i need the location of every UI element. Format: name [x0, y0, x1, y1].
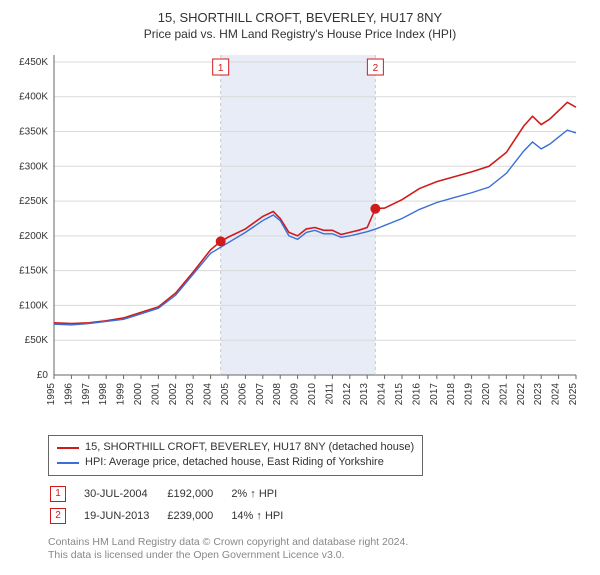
sale-price: £192,000	[167, 484, 229, 504]
svg-text:1997: 1997	[81, 383, 92, 406]
svg-text:2021: 2021	[498, 383, 509, 406]
svg-text:2008: 2008	[272, 383, 283, 406]
svg-text:2: 2	[373, 63, 379, 74]
table-row: 1 30-JUL-2004 £192,000 2% ↑ HPI	[50, 484, 299, 504]
svg-text:2005: 2005	[220, 383, 231, 406]
svg-text:2009: 2009	[290, 383, 301, 406]
svg-text:£150K: £150K	[19, 266, 48, 277]
sale-price: £239,000	[167, 506, 229, 526]
footnote-line: Contains HM Land Registry data © Crown c…	[48, 536, 592, 550]
svg-text:2001: 2001	[150, 383, 161, 406]
price-chart: £0 £50K £100K £150K £200K £250K £300K £350K £400…	[8, 47, 592, 427]
legend-row: 15, SHORTHILL CROFT, BEVERLEY, HU17 8NY …	[57, 440, 414, 455]
svg-text:£100K: £100K	[19, 300, 48, 311]
svg-text:2011: 2011	[324, 383, 335, 405]
svg-text:2010: 2010	[307, 383, 318, 406]
svg-text:2003: 2003	[185, 383, 196, 406]
svg-text:£350K: £350K	[19, 127, 48, 138]
sale-date: 30-JUL-2004	[84, 484, 165, 504]
sale-marker-icon: 2	[50, 508, 66, 524]
svg-text:£200K: £200K	[19, 231, 48, 242]
svg-text:2019: 2019	[464, 383, 475, 406]
legend-label: HPI: Average price, detached house, East…	[85, 455, 384, 470]
svg-text:2013: 2013	[359, 383, 370, 406]
sale-marker-icon: 1	[50, 486, 66, 502]
svg-text:2004: 2004	[203, 383, 214, 406]
table-row: 2 19-JUN-2013 £239,000 14% ↑ HPI	[50, 506, 299, 526]
svg-text:2017: 2017	[429, 383, 440, 406]
svg-text:2002: 2002	[168, 383, 179, 406]
svg-text:1995: 1995	[46, 383, 57, 406]
svg-text:2015: 2015	[394, 383, 405, 406]
svg-text:1996: 1996	[63, 383, 74, 406]
svg-text:1998: 1998	[98, 383, 109, 406]
svg-text:2016: 2016	[411, 383, 422, 406]
svg-text:2006: 2006	[237, 383, 248, 406]
legend-swatch	[57, 462, 79, 464]
svg-text:2025: 2025	[568, 383, 579, 406]
svg-text:£0: £0	[37, 370, 49, 381]
svg-text:2024: 2024	[551, 383, 562, 406]
sales-table: 1 30-JUL-2004 £192,000 2% ↑ HPI 2 19-JUN…	[48, 482, 301, 528]
svg-text:2023: 2023	[533, 383, 544, 406]
svg-text:1999: 1999	[116, 383, 127, 406]
svg-text:2020: 2020	[481, 383, 492, 406]
svg-text:£400K: £400K	[19, 92, 48, 103]
svg-text:2000: 2000	[133, 383, 144, 406]
footnote: Contains HM Land Registry data © Crown c…	[48, 536, 592, 563]
container: 15, SHORTHILL CROFT, BEVERLEY, HU17 8NY …	[0, 0, 600, 575]
legend-label: 15, SHORTHILL CROFT, BEVERLEY, HU17 8NY …	[85, 440, 414, 455]
sale-date: 19-JUN-2013	[84, 506, 165, 526]
svg-text:£250K: £250K	[19, 196, 48, 207]
svg-text:£450K: £450K	[19, 57, 48, 68]
svg-text:2018: 2018	[446, 383, 457, 406]
svg-text:2014: 2014	[377, 383, 388, 406]
svg-text:2012: 2012	[342, 383, 353, 406]
chart-svg: £0 £50K £100K £150K £200K £250K £300K £350K £400…	[8, 47, 592, 427]
legend-row: HPI: Average price, detached house, East…	[57, 455, 414, 470]
svg-text:2022: 2022	[516, 383, 527, 406]
svg-text:£50K: £50K	[25, 335, 49, 346]
page-title: 15, SHORTHILL CROFT, BEVERLEY, HU17 8NY	[8, 10, 592, 25]
footnote-line: This data is licensed under the Open Gov…	[48, 549, 592, 563]
sale-delta: 14% ↑ HPI	[231, 506, 299, 526]
sale-delta: 2% ↑ HPI	[231, 484, 299, 504]
svg-text:1: 1	[218, 63, 224, 74]
legend: 15, SHORTHILL CROFT, BEVERLEY, HU17 8NY …	[48, 435, 423, 476]
svg-text:£300K: £300K	[19, 161, 48, 172]
svg-text:2007: 2007	[255, 383, 266, 406]
page-subtitle: Price paid vs. HM Land Registry's House …	[8, 27, 592, 41]
legend-swatch	[57, 447, 79, 449]
